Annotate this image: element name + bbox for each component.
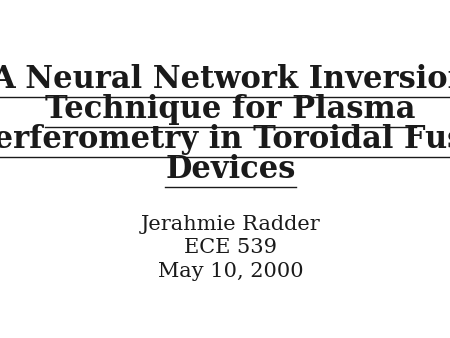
Text: ECE 539: ECE 539 (184, 238, 277, 257)
Text: A Neural Network Inversion: A Neural Network Inversion (0, 64, 450, 95)
Text: May 10, 2000: May 10, 2000 (158, 262, 303, 281)
Text: Interferometry in Toroidal Fusion: Interferometry in Toroidal Fusion (0, 124, 450, 155)
Text: Technique for Plasma: Technique for Plasma (45, 94, 416, 125)
Text: Devices: Devices (166, 154, 296, 185)
Text: Jerahmie Radder: Jerahmie Radder (141, 215, 320, 234)
